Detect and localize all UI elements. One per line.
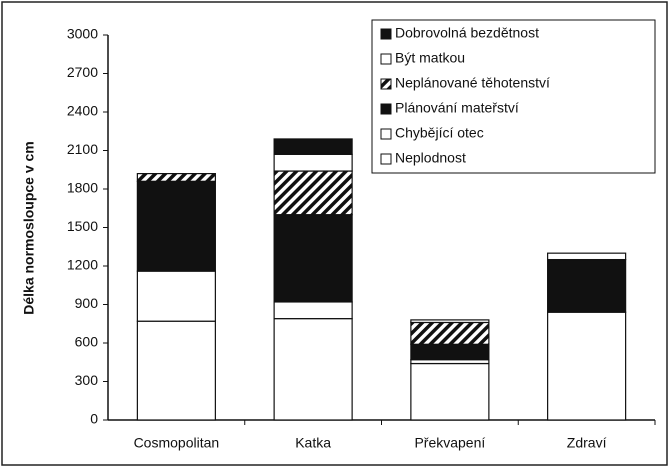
bar-segment bbox=[273, 153, 353, 172]
legend-swatch bbox=[380, 128, 392, 140]
legend-label: Dobrovolná bezdětnost bbox=[395, 25, 539, 41]
x-tick-label: Cosmopolitan bbox=[134, 435, 220, 451]
bar-segment bbox=[410, 362, 490, 421]
legend-label: Neplodnost bbox=[395, 150, 466, 166]
legend-label: Plánování mateřství bbox=[395, 100, 519, 116]
bar-segment bbox=[273, 138, 353, 155]
legend-swatch bbox=[380, 153, 392, 165]
legend-swatch bbox=[380, 78, 392, 90]
legend-label: Chybějící otec bbox=[395, 125, 484, 141]
legend-swatch bbox=[380, 28, 392, 40]
legend: Dobrovolná bezdětnost Být matkou Neplánova… bbox=[371, 19, 656, 174]
y-tick-label: 2700 bbox=[67, 64, 98, 80]
bar-segment bbox=[410, 321, 490, 345]
bar-segment bbox=[547, 252, 627, 261]
bar-segment bbox=[410, 319, 490, 324]
y-tick-label: 0 bbox=[90, 411, 98, 427]
bar-segment bbox=[273, 170, 353, 216]
bar-segment bbox=[547, 258, 627, 313]
y-axis-label: Délka normosloupce v cm bbox=[21, 141, 37, 315]
y-tick-label: 3000 bbox=[67, 26, 98, 42]
legend-swatch bbox=[380, 103, 392, 115]
bar-segment bbox=[547, 311, 627, 421]
y-tick-label: 300 bbox=[75, 372, 99, 388]
legend-label: Neplánované těhotenství bbox=[395, 75, 550, 91]
y-tick-label: 2400 bbox=[67, 103, 98, 119]
y-tick-label: 900 bbox=[75, 295, 99, 311]
y-tick-label: 1500 bbox=[67, 218, 98, 234]
bar-segment bbox=[136, 180, 216, 272]
bar-segment bbox=[136, 173, 216, 182]
bar-segment bbox=[136, 270, 216, 322]
legend-box bbox=[371, 19, 656, 174]
y-tick-label: 1200 bbox=[67, 257, 98, 273]
frame bbox=[1, 1, 668, 466]
bar-segment bbox=[410, 343, 490, 361]
bar-segment bbox=[273, 301, 353, 320]
y-tick-label: 2100 bbox=[67, 141, 98, 157]
legend-swatch bbox=[380, 53, 392, 65]
x-tick-label: Překvapení bbox=[414, 435, 485, 451]
bar-segment bbox=[273, 214, 353, 303]
legend-label: Být matkou bbox=[395, 50, 465, 66]
bar-segment bbox=[273, 318, 353, 421]
x-tick-label: Katka bbox=[295, 435, 331, 451]
y-tick-label: 600 bbox=[75, 334, 99, 350]
y-tick-label: 1800 bbox=[67, 180, 98, 196]
x-tick-label: Zdraví bbox=[567, 435, 607, 451]
bar-segment bbox=[136, 320, 216, 421]
